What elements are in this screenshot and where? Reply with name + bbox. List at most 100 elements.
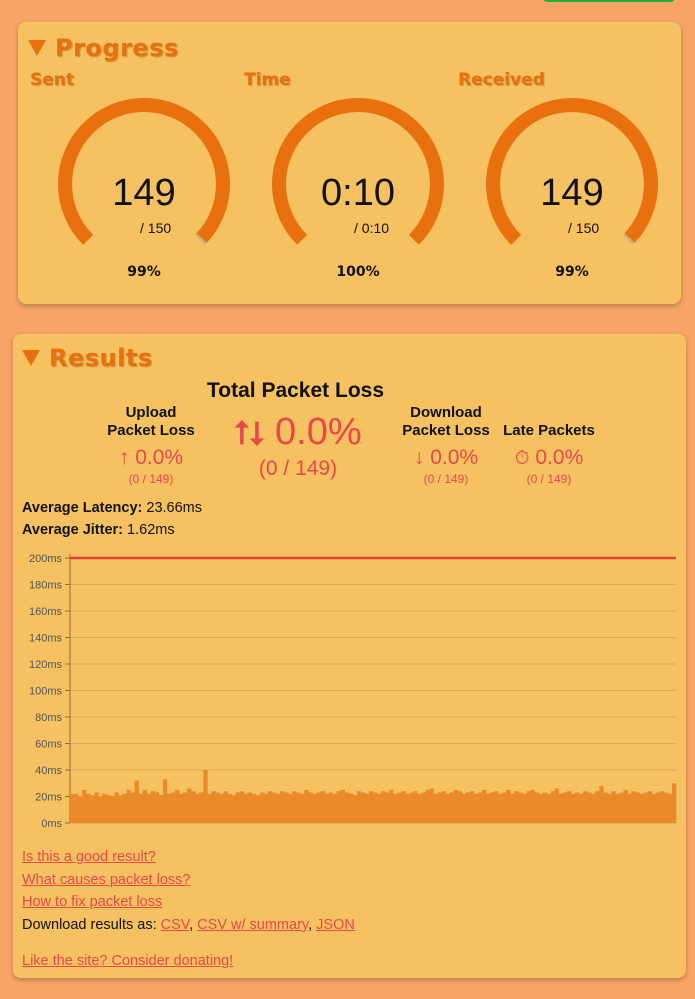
chart-y-tick-label: 0ms [41,818,62,829]
gauge-ring-time [272,98,444,245]
chart-bar [162,779,168,823]
chart-bar [102,793,107,823]
link-good-result[interactable]: Is this a good result? [22,849,156,865]
gauge-total: / 150 [140,220,172,236]
average-latency-value: 23.66ms [146,500,203,516]
donate-link[interactable]: Like the site? Consider donating! [22,953,234,969]
late-packets-count: (0 / 149) [526,472,572,486]
chart-bar [187,788,192,823]
chart-bar [356,791,362,823]
chart-bar [175,789,180,823]
download-loss-value: 0.0% [430,446,479,469]
chart-bar [82,789,87,823]
chart-bar [579,793,584,823]
chart-bar [393,793,398,823]
chart-bar [138,793,144,823]
download-csv-summary-link[interactable]: CSV w/ summary [197,917,309,933]
gauge-total: / 150 [568,220,600,236]
average-latency-label: Average Latency: [22,500,143,516]
chart-bar [373,792,378,823]
chart-bar [510,793,515,823]
chart-y-tick-label: 80ms [35,712,62,724]
chart-bar [615,793,620,823]
chart-bar [110,796,115,823]
chart-bar [142,789,148,823]
chart-bar [417,793,422,823]
chart-bar [118,795,123,823]
chart-bar [86,793,91,823]
download-results: Download results as: CSV, CSV w/ summary… [22,917,355,933]
gauge-total: / 0:10 [354,220,390,236]
chart-bar [554,788,560,823]
chart-bar [437,792,442,823]
chart-y-tick-label: 160ms [29,606,63,618]
upload-loss-label-1: Upload [125,404,177,421]
chart-bar [514,791,519,823]
download-csv-link[interactable]: CSV [160,917,190,933]
chart-bar [655,792,661,823]
chart-bar [122,793,127,823]
download-loss-label-1: Download [410,404,482,421]
average-jitter: Average Jitter: 1.62ms [22,522,175,538]
chart-bar [106,795,111,823]
average-latency: Average Latency: 23.66ms [22,500,202,516]
chart-bar [195,793,200,823]
stopwatch-icon: ⏱ [514,447,530,469]
chart-bar [474,793,479,823]
chart-bar [183,792,188,823]
link-causes-packet-loss[interactable]: What causes packet loss? [22,872,191,888]
chart-bar [397,792,402,823]
chart-bar [280,791,285,823]
updown-arrows-icon: ⭡⭣ [234,414,265,452]
progress-header-toggle[interactable]: Progress [28,34,179,62]
results-header-toggle[interactable]: Results [22,344,153,372]
chart-bar [70,793,75,823]
total-loss-value: 0.0% [275,411,362,453]
upload-loss-label-2: Packet Loss [107,422,195,439]
chart-bar [227,793,232,823]
chart-y-tick-label: 120ms [29,659,63,671]
chart-bar [413,791,418,823]
chart-bar [98,796,103,823]
chart-bar [259,792,265,823]
gauge-percent: 99% [127,264,161,280]
chart-bar [603,792,608,823]
gauge-ring-sent [58,98,230,245]
chart-bar [251,793,257,823]
chart-bar [542,792,548,823]
average-jitter-value: 1.62ms [127,522,175,538]
chart-bar [316,792,321,823]
gauge-fill [272,98,444,245]
chart-bar [405,793,410,823]
chart-bar [207,793,212,823]
gauge-time: Time 0:10 / 0:10 100% [242,70,444,295]
chart-bar [360,792,366,823]
chart-bar [490,792,495,823]
chart-bar [433,793,438,823]
chart-bar [663,792,669,823]
chart-bar [243,793,249,823]
chart-bar [453,789,459,823]
chart-bar [272,792,277,823]
gauge-title: Time [244,70,291,90]
chart-bar [223,791,228,823]
gauge-value: 149 [112,172,176,214]
collapse-triangle-icon [28,40,46,56]
chart-y-tick-label: 40ms [35,765,62,777]
top-green-button[interactable] [542,0,676,2]
chart-bar [611,791,616,823]
chart-y-tick-label: 20ms [35,792,62,804]
chart-bar [651,793,657,823]
chart-bar [506,789,511,823]
chart-bar [364,793,370,823]
chart-bar [312,793,317,823]
link-fix-packet-loss[interactable]: How to fix packet loss [22,894,163,910]
chart-bar [671,783,677,823]
chart-bar [348,793,354,823]
download-loss-value-row: ↓ 0.0% [391,446,501,470]
chart-bar [546,793,552,823]
late-packets: Late Packets ⏱ 0.0% (0 / 149) [497,422,601,486]
download-json-link[interactable]: JSON [316,917,355,933]
upload-loss-count: (0 / 149) [128,472,174,486]
chart-bar [126,789,131,823]
